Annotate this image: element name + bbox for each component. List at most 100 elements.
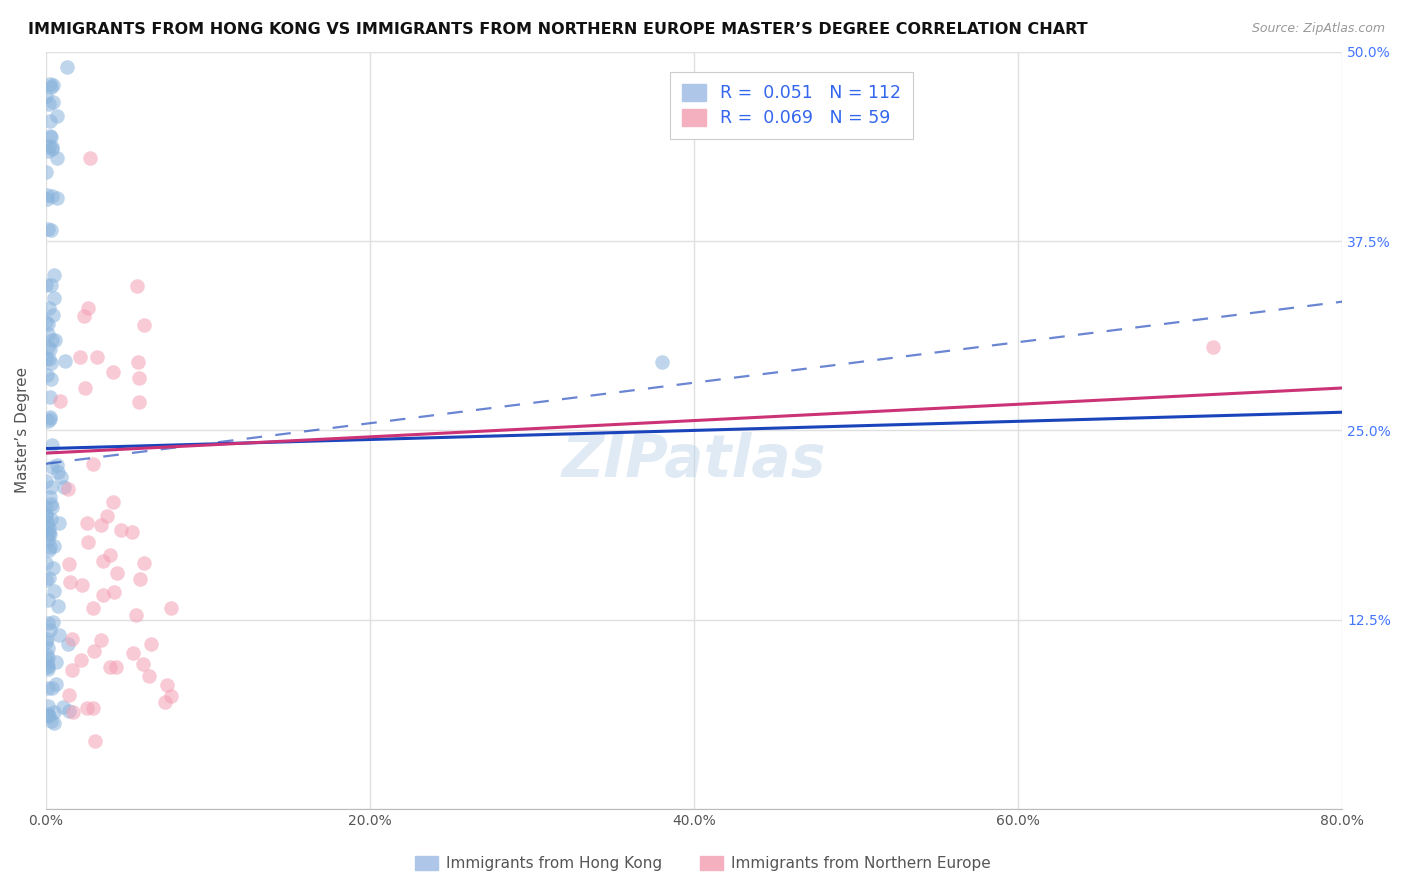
Point <box>42 291 65 305</box>
Point <box>35 655 58 669</box>
Legend: Immigrants from Hong Kong, Immigrants from Northern Europe: Immigrants from Hong Kong, Immigrants fr… <box>409 849 997 877</box>
Point <box>41 438 63 452</box>
Point <box>35 635 58 649</box>
Point <box>35 632 58 646</box>
Point <box>37 144 59 158</box>
Point <box>38 412 60 426</box>
Point <box>44 705 66 719</box>
Point <box>159 601 181 615</box>
Point <box>37 708 59 723</box>
Point <box>70 578 93 592</box>
Point <box>42 560 65 574</box>
Point <box>37 515 59 529</box>
Point <box>42 95 65 110</box>
Point <box>91 554 114 568</box>
Point <box>58 557 80 571</box>
Point <box>38 128 60 143</box>
Point <box>41 142 63 156</box>
Point <box>62 706 84 720</box>
Point <box>49 470 72 484</box>
Point <box>53 353 76 368</box>
Text: IMMIGRANTS FROM HONG KONG VS IMMIGRANTS FROM NORTHERN EUROPE MASTER’S DEGREE COR: IMMIGRANTS FROM HONG KONG VS IMMIGRANTS … <box>28 22 1088 37</box>
Point <box>83 643 105 657</box>
Point <box>38 138 60 153</box>
Point <box>129 573 152 587</box>
Point <box>124 607 146 622</box>
Point <box>56 60 79 74</box>
Point <box>38 301 60 316</box>
Point <box>104 660 127 674</box>
Point <box>37 707 59 722</box>
Point <box>38 542 60 557</box>
Point <box>132 318 155 333</box>
Point <box>48 516 70 530</box>
Point <box>46 151 69 165</box>
Point <box>48 599 70 614</box>
Point <box>156 678 179 692</box>
Point <box>35 351 58 366</box>
Point <box>39 512 62 526</box>
Point <box>37 368 59 383</box>
Point <box>58 688 80 702</box>
Point <box>56 637 79 651</box>
Point <box>37 681 59 696</box>
Point <box>38 527 60 541</box>
Point <box>38 97 60 112</box>
Point <box>73 309 96 323</box>
Point <box>86 350 108 364</box>
Point <box>41 139 63 153</box>
Point <box>37 327 59 342</box>
Point <box>98 548 121 562</box>
Point <box>128 395 150 409</box>
Point <box>38 526 60 541</box>
Point <box>82 457 104 471</box>
Point <box>37 188 59 202</box>
Point <box>44 540 66 554</box>
Point <box>76 701 98 715</box>
Point <box>45 677 67 691</box>
Point <box>128 371 150 385</box>
Point <box>37 527 59 541</box>
Text: ZIPatlas: ZIPatlas <box>562 433 827 489</box>
Point <box>39 80 62 95</box>
Point <box>35 660 58 674</box>
Point <box>79 151 101 165</box>
Point <box>127 278 149 293</box>
Point <box>110 524 132 538</box>
Point <box>44 333 66 347</box>
Point <box>46 466 69 480</box>
Point <box>35 519 58 533</box>
Point <box>35 508 58 523</box>
Legend: R =  0.051   N = 112, R =  0.069   N = 59: R = 0.051 N = 112, R = 0.069 N = 59 <box>669 71 912 139</box>
Point <box>39 714 62 728</box>
Point <box>132 556 155 570</box>
Point <box>37 533 59 547</box>
Point <box>49 394 72 409</box>
Point <box>38 709 60 723</box>
Point <box>45 191 67 205</box>
Point <box>96 508 118 523</box>
Point <box>35 474 58 488</box>
Point <box>41 681 63 696</box>
Point <box>132 657 155 672</box>
Point <box>58 704 80 718</box>
Point <box>1201 340 1223 354</box>
Point <box>42 615 65 629</box>
Point <box>77 534 100 549</box>
Point <box>101 365 124 379</box>
Point <box>651 355 673 369</box>
Point <box>37 592 59 607</box>
Point <box>38 351 60 366</box>
Point <box>46 458 69 472</box>
Point <box>41 334 63 348</box>
Point <box>60 663 83 677</box>
Point <box>37 640 59 655</box>
Point <box>103 495 125 509</box>
Point <box>41 500 63 515</box>
Point <box>42 78 65 92</box>
Point <box>38 623 60 637</box>
Point <box>37 659 59 673</box>
Point <box>38 571 60 585</box>
Point <box>35 192 58 206</box>
Point <box>127 355 149 369</box>
